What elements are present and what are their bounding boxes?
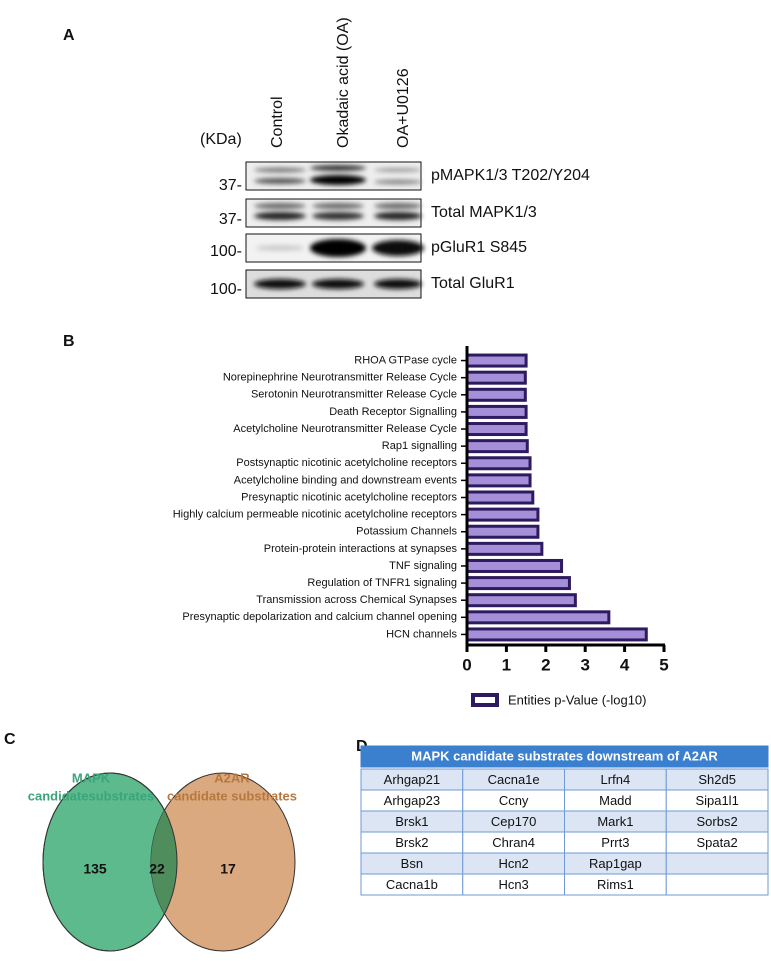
- cell-text: Mark1: [597, 814, 633, 829]
- cell-text: Brsk2: [395, 835, 428, 850]
- venn-count: 135: [83, 861, 107, 877]
- table-title: MAPK candidate substrates downstream of …: [411, 748, 718, 763]
- cell-text: Sh2d5: [698, 772, 736, 787]
- lane-label: OA+U0126: [395, 68, 412, 148]
- cell-text: Cep170: [491, 814, 537, 829]
- bar: [465, 370, 527, 385]
- cell-text: Bsn: [401, 856, 423, 871]
- venn-label: candidatesubstrates: [28, 788, 154, 803]
- cell-text: Arhgap21: [384, 772, 440, 787]
- bar: [465, 387, 527, 402]
- panel-label: B: [63, 333, 75, 350]
- cell-text: Cacna1b: [386, 877, 438, 892]
- bar: [465, 593, 577, 608]
- bar: [465, 490, 535, 505]
- bar: [465, 524, 540, 539]
- x-tick-label: 4: [620, 655, 630, 674]
- marker-label: 37-: [219, 177, 242, 194]
- cell-text: Spata2: [697, 835, 738, 850]
- cell-text: Hcn3: [498, 877, 528, 892]
- panel-label: C: [4, 731, 16, 748]
- bar: [465, 439, 529, 454]
- category-label: Death Receptor Signalling: [329, 406, 457, 418]
- cell-text: Chran4: [492, 835, 535, 850]
- lane-label: Okadaic acid (OA): [335, 17, 352, 148]
- category-label: Acetylcholine Neurotransmitter Release C…: [233, 423, 457, 435]
- category-label: Presynaptic nicotinic acetylcholine rece…: [241, 491, 457, 503]
- table-cell: [665, 873, 769, 896]
- cell-text: Cacna1e: [488, 772, 540, 787]
- venn-count: 22: [149, 861, 165, 877]
- category-label: Serotonin Neurotransmitter Release Cycle: [251, 389, 457, 401]
- cell-text: Ccny: [499, 793, 529, 808]
- category-label: Rap1 signalling: [382, 440, 457, 452]
- bar: [465, 627, 648, 642]
- bar: [465, 473, 532, 488]
- venn-label: candidate substrates: [167, 788, 297, 803]
- table-header: [360, 745, 769, 768]
- band-label: pMAPK1/3 T202/Y204: [431, 167, 590, 184]
- category-label: Protein-protein interactions at synapses: [264, 543, 458, 555]
- cell-text: Lrfn4: [601, 772, 631, 787]
- x-tick-label: 1: [502, 655, 511, 674]
- x-tick-label: 3: [580, 655, 589, 674]
- venn-label: MAPK: [72, 770, 111, 785]
- bar: [465, 610, 611, 625]
- marker-label: 100-: [210, 243, 242, 260]
- category-label: Postsynaptic nicotinic acetylcholine rec…: [236, 457, 457, 469]
- band-label: pGluR1 S845: [431, 239, 527, 256]
- panel-label: A: [63, 27, 75, 44]
- category-label: HCN channels: [386, 628, 457, 640]
- legend-label: Entities p-Value (-log10): [508, 692, 647, 707]
- cell-text: Madd: [599, 793, 632, 808]
- bar: [465, 404, 528, 419]
- blot: [245, 161, 424, 299]
- venn: [42, 772, 296, 952]
- bar: [465, 507, 540, 522]
- cell-text: Sipa1l1: [695, 793, 738, 808]
- category-label: Highly calcium permeable nicotinic acety…: [173, 509, 458, 521]
- bar: [465, 456, 532, 471]
- category-label: Presynaptic depolarization and calcium c…: [182, 611, 457, 623]
- category-label: Norepinephrine Neurotransmitter Release …: [223, 372, 457, 384]
- category-label: Acetylcholine binding and downstream eve…: [234, 474, 458, 486]
- venn-label: A2AR: [214, 770, 250, 785]
- marker-label: 37-: [219, 211, 242, 228]
- cell-text: Rap1gap: [589, 856, 642, 871]
- x-tick-label: 0: [462, 655, 471, 674]
- category-label: Regulation of TNFR1 signaling: [307, 577, 457, 589]
- marker-label: 100-: [210, 281, 242, 298]
- band-label: Total MAPK1/3: [431, 204, 537, 221]
- category-label: Transmission across Chemical Synapses: [256, 594, 457, 606]
- cell-text: Rims1: [597, 877, 634, 892]
- bar: [465, 353, 528, 368]
- x-tick-label: 5: [659, 655, 668, 674]
- category-label: TNF signaling: [389, 560, 457, 572]
- unit-label: (KDa): [200, 131, 242, 148]
- bar: [465, 576, 571, 591]
- band-label: Total GluR1: [431, 275, 515, 292]
- cell-text: Hcn2: [498, 856, 528, 871]
- bar: [465, 422, 528, 437]
- category-label: RHOA GTPase cycle: [354, 354, 457, 366]
- cell-text: Brsk1: [395, 814, 428, 829]
- bar: [465, 541, 544, 556]
- category-label: Potassium Channels: [356, 526, 457, 538]
- cell-text: Prrt3: [601, 835, 629, 850]
- x-tick-label: 2: [541, 655, 550, 674]
- table-cell: [665, 852, 769, 875]
- bar: [465, 558, 564, 573]
- lane-label: Control: [269, 96, 286, 148]
- cell-text: Arhgap23: [384, 793, 440, 808]
- cell-text: Sorbs2: [697, 814, 738, 829]
- venn-count: 17: [220, 861, 236, 877]
- legend-swatch: [471, 693, 499, 707]
